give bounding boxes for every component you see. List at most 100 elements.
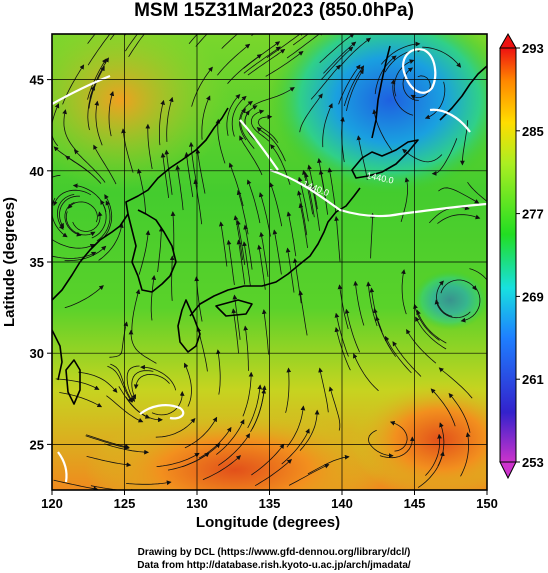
coastline-sakhalin — [371, 45, 391, 139]
streamline — [258, 192, 271, 237]
streamline — [52, 239, 96, 249]
streamline — [121, 128, 134, 173]
streamline — [169, 255, 175, 301]
streamline — [164, 149, 173, 195]
streamline — [136, 168, 146, 214]
streamline — [140, 364, 177, 391]
streamline — [413, 303, 440, 341]
streamline — [417, 451, 445, 488]
streamline — [256, 126, 286, 162]
streamline — [288, 464, 330, 486]
streamline — [298, 290, 308, 336]
streamline — [310, 64, 341, 100]
streamline — [131, 370, 154, 400]
streamline — [240, 108, 255, 149]
streamline — [128, 34, 145, 58]
x-tick-label-145: 145 — [404, 496, 426, 511]
streamline — [160, 152, 169, 198]
streamline — [65, 155, 102, 184]
streamline — [87, 58, 107, 100]
coastline-kamchatka — [439, 65, 487, 121]
streamline — [216, 349, 221, 395]
streamline — [251, 385, 267, 429]
x-tick-label-125: 125 — [114, 496, 136, 511]
coastline-taiwan — [65, 359, 81, 405]
streamline — [286, 405, 306, 448]
coastline-shikoku — [215, 299, 253, 317]
streamline — [246, 179, 261, 224]
streamline — [195, 34, 208, 47]
colorbar-tick-label-261: 261 — [522, 372, 544, 387]
y-tick-label-25: 25 — [30, 437, 44, 452]
streamline — [304, 172, 315, 218]
streamline — [430, 388, 456, 427]
streamline — [400, 177, 410, 223]
y-tick-label-45: 45 — [30, 73, 44, 88]
streamline — [150, 275, 157, 321]
streamline — [64, 245, 107, 262]
colorbar-min-arrow — [499, 461, 517, 480]
streamline — [265, 51, 304, 77]
streamline — [460, 286, 481, 323]
streamline — [292, 258, 302, 304]
credit-data: Data from http://database.rish.kyoto-u.a… — [137, 560, 411, 571]
streamline — [107, 365, 133, 403]
streamline — [257, 244, 266, 290]
streamline — [285, 247, 295, 293]
streamline — [62, 109, 78, 152]
streamline — [125, 34, 138, 52]
colorbar-ticks: 293 285 277 269 261 253 — [516, 41, 544, 470]
x-tick-label-120: 120 — [41, 496, 63, 511]
streamline — [286, 211, 297, 257]
streamline — [231, 95, 247, 137]
coastline-korea — [127, 209, 177, 293]
streamline — [334, 216, 341, 262]
streamline — [217, 43, 251, 76]
streamline — [106, 395, 144, 423]
streamline — [243, 41, 281, 69]
streamline — [53, 479, 99, 490]
x-axis-title: Longitude (degrees) — [196, 514, 340, 531]
streamline — [201, 95, 211, 140]
streamline — [93, 144, 117, 185]
streamline — [321, 46, 354, 80]
y-axis-title: Latitude (degrees) — [1, 197, 18, 327]
streamline — [266, 34, 304, 59]
height-contours — [52, 48, 487, 483]
streamline — [389, 420, 408, 452]
streamline — [353, 280, 365, 326]
wind-streamlines — [52, 34, 487, 490]
streamline — [269, 182, 283, 227]
streamline — [110, 363, 133, 403]
colorbar-tick-label-277: 277 — [522, 207, 544, 222]
coastline-kyushu — [177, 299, 201, 353]
streamline — [52, 103, 60, 147]
streamline — [226, 239, 235, 285]
streamline — [52, 251, 97, 259]
streamline — [239, 135, 263, 176]
streamline — [319, 34, 355, 63]
streamline — [467, 181, 487, 202]
streamline — [253, 87, 295, 106]
streamline — [86, 456, 132, 468]
streamline — [202, 455, 241, 481]
streamline — [108, 91, 115, 137]
streamline — [145, 123, 153, 170]
streamline — [216, 419, 245, 455]
streamline — [56, 194, 75, 230]
warm-region-south — [85, 410, 385, 490]
streamline — [87, 34, 96, 44]
streamline — [402, 148, 443, 163]
streamline — [59, 195, 80, 229]
y-tick-label-35: 35 — [30, 255, 44, 270]
streamline — [297, 190, 308, 236]
streamline — [251, 109, 270, 142]
streamline — [232, 294, 241, 340]
streamline — [318, 169, 328, 215]
streamline — [247, 384, 263, 429]
streamline — [72, 211, 103, 232]
streamline — [299, 93, 323, 133]
streamline — [155, 417, 196, 438]
streamline — [372, 308, 392, 351]
streamline — [228, 162, 244, 207]
